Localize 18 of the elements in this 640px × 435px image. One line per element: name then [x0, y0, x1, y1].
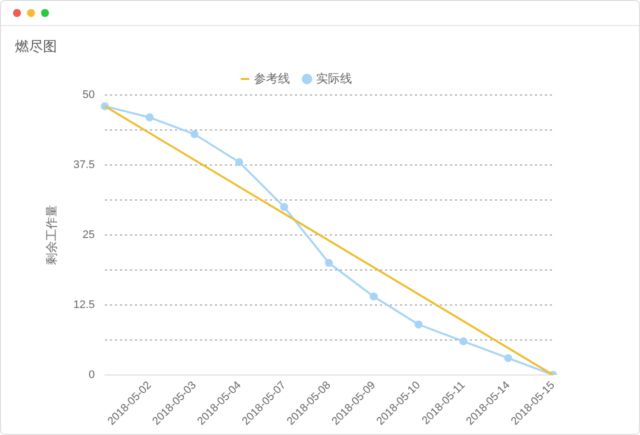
y-tick-label: 0 — [88, 368, 95, 381]
point — [370, 292, 378, 301]
y-axis-title: 剩余工作量 — [44, 204, 59, 265]
point — [235, 158, 244, 166]
point — [280, 202, 288, 211]
point — [414, 320, 423, 328]
y-tick-label: 50 — [82, 89, 95, 102]
point — [324, 258, 333, 267]
chart-title: 燃尽图 — [15, 38, 57, 56]
y-tick-label: 37.5 — [73, 159, 95, 171]
point — [504, 354, 512, 362]
point — [459, 337, 468, 346]
point — [190, 130, 198, 138]
y-tick-label: 12.5 — [73, 298, 95, 311]
legend-label: 实际线 — [316, 71, 352, 86]
y-tick-label: 25 — [82, 228, 95, 241]
legend-label: 参考线 — [254, 71, 290, 86]
point — [146, 113, 154, 122]
